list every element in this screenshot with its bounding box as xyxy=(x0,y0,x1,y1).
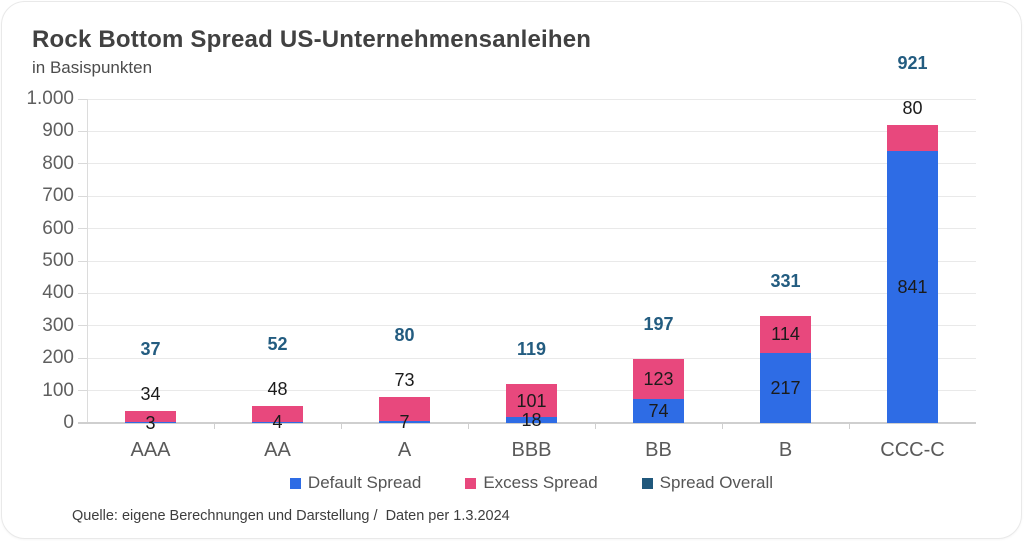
y-axis-label-200: 200 xyxy=(42,347,74,369)
x-axis-tick-1 xyxy=(213,424,215,429)
x-category-label-B: B xyxy=(778,439,793,461)
y-axis-tick-200 xyxy=(78,357,87,359)
legend-swatch-default-spread-icon xyxy=(289,477,301,489)
x-category-label-AA: AA xyxy=(264,439,291,461)
page-subtitle: in Basispunkten xyxy=(32,58,153,77)
y-axis-tick-1.000 xyxy=(78,98,87,100)
legend-label-spread-overall: Spread Overall xyxy=(659,473,774,492)
chart-legend: Default Spread Excess Spread Spread Over… xyxy=(87,473,976,493)
bar-segment-excess-CCC-C xyxy=(887,124,938,151)
y-axis-tick-600 xyxy=(78,228,87,230)
bar-segment-excess-AAA xyxy=(125,411,176,423)
gridline-900 xyxy=(87,130,976,132)
y-axis-label-400: 400 xyxy=(42,282,74,304)
x-axis-tick-4 xyxy=(594,424,596,429)
x-category-label-AAA: AAA xyxy=(130,439,171,461)
y-axis-tick-100 xyxy=(78,390,87,392)
y-axis-tick-400 xyxy=(78,292,87,294)
bar-segment-default-AA xyxy=(252,421,303,423)
x-axis-tick-3 xyxy=(467,424,469,429)
legend-label-excess-spread: Excess Spread xyxy=(483,473,598,492)
x-axis-line xyxy=(78,422,976,424)
label-total-value-B: 331 xyxy=(770,270,801,291)
gridline-800 xyxy=(87,163,976,165)
bar-segment-default-A xyxy=(379,420,430,423)
bar-segment-default-BB xyxy=(633,399,684,423)
gridline-200 xyxy=(87,357,976,359)
x-category-label-CCC-C: CCC-C xyxy=(880,439,945,461)
label-excess-value-CCC-C: 80 xyxy=(902,97,923,118)
y-axis-label-800: 800 xyxy=(42,152,74,174)
bar-segment-excess-AA xyxy=(252,406,303,422)
label-default-value-CCC-C: 841 xyxy=(897,276,928,297)
x-axis-tick-2 xyxy=(340,424,342,429)
gridline-700 xyxy=(87,195,976,197)
page-title: Rock Bottom Spread US-Unternehmensanleih… xyxy=(32,26,592,53)
legend-item-excess-spread: Excess Spread xyxy=(465,473,598,493)
y-axis-label-900: 900 xyxy=(42,120,74,142)
bar-segment-default-AAA xyxy=(125,422,176,423)
legend-item-spread-overall: Spread Overall xyxy=(641,473,774,493)
label-default-value-B: 217 xyxy=(770,377,801,398)
legend-item-default-spread: Default Spread xyxy=(289,473,422,493)
bar-segment-default-CCC-C xyxy=(887,150,938,423)
y-axis-label-700: 700 xyxy=(42,185,74,207)
bar-segment-excess-B xyxy=(760,315,811,353)
label-excess-value-AAA: 34 xyxy=(140,384,161,404)
label-default-value-AAA: 3 xyxy=(145,412,156,433)
legend-swatch-excess-spread-icon xyxy=(465,477,477,489)
y-axis-line xyxy=(87,99,88,423)
label-default-value-A: 7 xyxy=(399,411,410,432)
gridline-500 xyxy=(87,260,976,262)
label-excess-value-A: 73 xyxy=(394,370,415,391)
label-total-value-AA: 52 xyxy=(267,334,288,355)
label-total-value-CCC-C: 921 xyxy=(897,52,928,73)
y-axis-tick-300 xyxy=(78,325,87,327)
gridline-600 xyxy=(87,228,976,230)
y-axis-label-1.000: 1.000 xyxy=(26,88,74,109)
x-axis-tick-6 xyxy=(848,424,850,429)
x-axis-tick-5 xyxy=(721,424,723,429)
label-total-value-AAA: 37 xyxy=(140,339,161,359)
bar-segment-excess-A xyxy=(379,397,430,421)
label-total-value-BB: 197 xyxy=(643,314,674,335)
gridline-400 xyxy=(87,292,976,294)
y-axis-label-600: 600 xyxy=(42,217,74,239)
y-axis-tick-500 xyxy=(78,260,87,262)
label-excess-value-B: 114 xyxy=(771,324,800,345)
y-axis-tick-800 xyxy=(78,163,87,165)
label-excess-value-BB: 123 xyxy=(643,369,674,390)
y-axis-tick-700 xyxy=(78,195,87,197)
x-category-label-BB: BB xyxy=(645,439,672,461)
legend-label-default-spread: Default Spread xyxy=(307,473,422,492)
bar-segment-excess-BBB xyxy=(506,384,557,418)
label-total-value-A: 80 xyxy=(394,325,415,346)
y-axis-label-300: 300 xyxy=(42,314,74,336)
y-axis-label-0: 0 xyxy=(63,412,74,433)
source-note: Quelle: eigene Berechnungen und Darstell… xyxy=(72,508,510,524)
label-excess-value-AA: 48 xyxy=(267,379,288,400)
gridline-1.000 xyxy=(87,98,976,100)
x-category-label-A: A xyxy=(397,439,412,461)
label-excess-value-BBB: 101 xyxy=(516,390,547,411)
y-axis-label-100: 100 xyxy=(42,379,74,401)
y-axis-tick-900 xyxy=(78,130,87,132)
bar-segment-excess-BB xyxy=(633,359,684,400)
y-axis-label-500: 500 xyxy=(42,250,74,271)
legend-swatch-spread-overall-icon xyxy=(641,477,653,489)
bar-segment-default-B xyxy=(760,352,811,423)
bar-segment-default-BBB xyxy=(506,417,557,423)
label-default-value-AA: 4 xyxy=(272,412,283,433)
x-category-label-BBB: BBB xyxy=(511,439,552,461)
label-default-value-BB: 74 xyxy=(648,401,669,421)
label-total-value-BBB: 119 xyxy=(516,339,547,360)
label-default-value-BBB: 18 xyxy=(521,410,542,431)
gridline-300 xyxy=(87,325,976,327)
